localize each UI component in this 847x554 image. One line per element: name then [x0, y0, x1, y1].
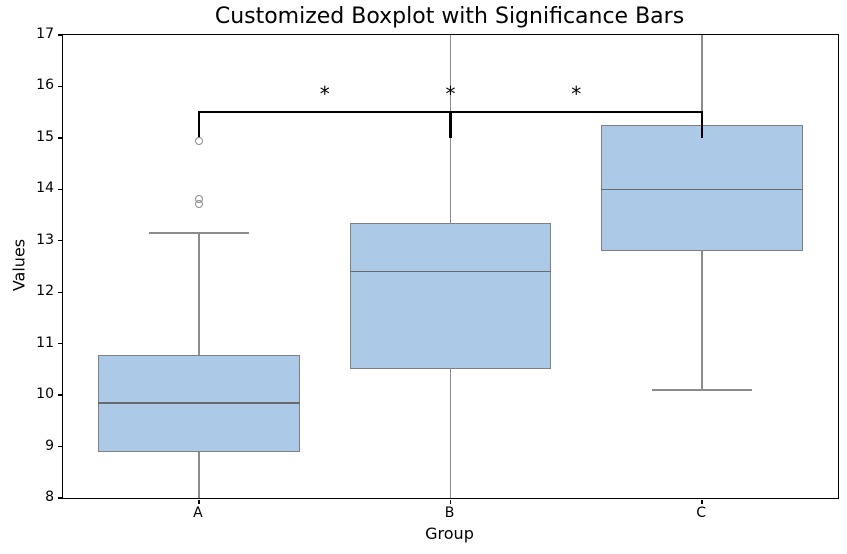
median-line [98, 402, 300, 404]
y-tick [57, 240, 62, 242]
outlier-point [194, 137, 203, 146]
whisker-line [198, 233, 200, 355]
y-tick [57, 85, 62, 88]
y-tick-label: 14 [36, 180, 54, 197]
y-tick-label: 13 [36, 231, 54, 248]
y-tick [57, 497, 62, 499]
box-C [601, 125, 803, 252]
y-tick [57, 394, 62, 396]
whisker-line [701, 35, 703, 126]
x-tick-label: A [193, 505, 203, 521]
y-tick-label: 11 [36, 334, 54, 351]
y-tick-label: 8 [45, 489, 54, 505]
whisker-cap [148, 232, 250, 234]
x-axis-label: Group [425, 524, 474, 543]
x-tick [449, 499, 452, 504]
whisker-line [198, 451, 200, 498]
x-tick [701, 499, 703, 504]
sig-bar-tick [197, 112, 200, 138]
whisker-cap [651, 389, 753, 391]
whisker-line [449, 369, 452, 498]
box-B [349, 222, 552, 370]
y-tick-label: 17 [36, 26, 54, 42]
chart-title: Customized Boxplot with Significance Bar… [214, 4, 685, 29]
sig-bar-tick [449, 112, 452, 138]
sig-asterisk: * [319, 82, 330, 107]
y-tick [57, 137, 62, 139]
x-tick-label: B [444, 505, 455, 521]
sig-bar-line [449, 111, 704, 114]
whisker-line [701, 251, 703, 390]
median-line [601, 188, 803, 191]
y-tick-label: 15 [36, 128, 54, 145]
x-tick [198, 499, 200, 504]
plot-area: * * * [57, 34, 839, 504]
y-tick-label: 9 [45, 437, 54, 454]
y-tick [57, 445, 62, 448]
y-tick [57, 34, 62, 36]
sig-asterisk: * [445, 82, 456, 107]
y-tick [57, 291, 62, 293]
y-tick-label: 16 [36, 77, 54, 94]
x-tick-label: C [696, 505, 706, 521]
sig-bar-tick [701, 112, 704, 138]
median-line [349, 270, 552, 273]
outlier-point [194, 195, 203, 204]
y-tick-label: 12 [36, 283, 54, 300]
y-tick-label: 10 [36, 386, 54, 403]
sig-asterisk: * [571, 82, 582, 107]
y-tick [57, 343, 62, 345]
y-tick [57, 188, 62, 190]
